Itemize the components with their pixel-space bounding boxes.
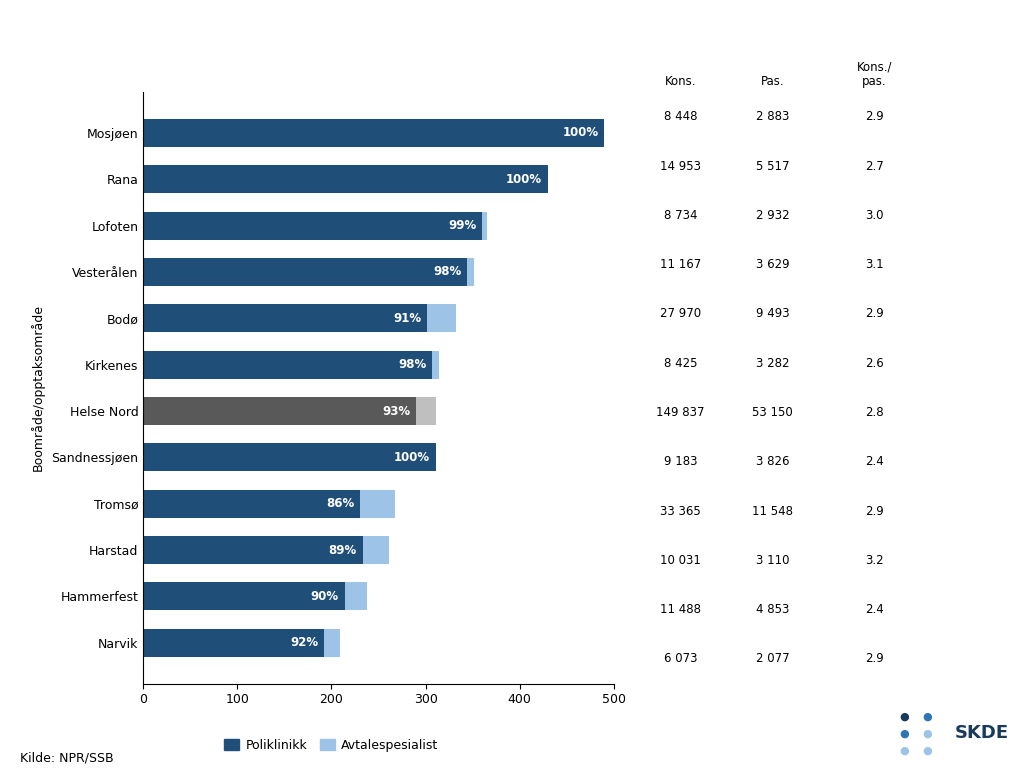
Text: 11 167: 11 167 [660,258,701,271]
Text: 3 629: 3 629 [756,258,789,271]
Text: 9 183: 9 183 [664,455,697,468]
Bar [143,490,360,518]
Text: 10 031: 10 031 [660,554,701,567]
Bar [362,536,389,564]
Text: 53 150: 53 150 [752,406,793,419]
Text: ●: ● [922,728,932,739]
Text: 149 837: 149 837 [656,406,705,419]
Bar [416,397,436,425]
Text: 91%: 91% [394,312,421,325]
Text: 2.9: 2.9 [865,111,884,124]
Text: 8 734: 8 734 [664,209,697,222]
Text: 2 883: 2 883 [756,111,789,124]
Text: 100%: 100% [506,173,542,186]
Text: ●: ● [899,728,909,739]
Text: 27 970: 27 970 [660,307,701,320]
Bar [143,536,362,564]
Bar [360,490,396,518]
Bar [143,582,345,611]
Text: 33 365: 33 365 [660,505,701,518]
Text: 2.8: 2.8 [865,406,884,419]
Text: 90%: 90% [311,590,339,603]
Text: 3.2: 3.2 [865,554,884,567]
Text: 2 077: 2 077 [756,652,789,665]
Text: 2.6: 2.6 [865,356,884,369]
Bar [143,258,466,286]
Text: 2.9: 2.9 [865,652,884,665]
Bar [143,304,428,333]
Bar [428,304,455,333]
Text: 3 826: 3 826 [756,455,789,468]
Legend: Poliklinikk, Avtalespesialist: Poliklinikk, Avtalespesialist [220,734,443,757]
Text: ●: ● [899,745,909,756]
Text: 2.4: 2.4 [865,603,884,616]
Text: ●: ● [922,711,932,722]
Text: Pas.: Pas. [760,75,785,88]
Text: Kilde: NPR/SSB: Kilde: NPR/SSB [20,751,115,764]
Bar [482,212,487,240]
Bar [143,351,432,379]
Text: SKDE: SKDE [954,724,1009,743]
Bar [345,582,367,611]
Text: 8 448: 8 448 [664,111,697,124]
Bar [143,629,324,657]
Y-axis label: Boområde/opptaksområde: Boområde/opptaksområde [31,304,44,472]
Text: 92%: 92% [291,636,318,649]
Bar [143,443,436,472]
Text: 2.9: 2.9 [865,307,884,320]
Text: 86%: 86% [325,497,354,510]
Text: 14 953: 14 953 [660,160,701,173]
Bar [143,165,548,194]
Bar [324,629,340,657]
Text: 11 488: 11 488 [660,603,701,616]
Text: 93%: 93% [383,405,410,418]
Bar [432,351,439,379]
Text: 98%: 98% [398,358,427,371]
Text: 9 493: 9 493 [756,307,789,320]
Bar [143,212,482,240]
Text: 100%: 100% [563,127,598,140]
Text: 99%: 99% [448,219,477,232]
Text: 100%: 100% [394,451,431,464]
Text: ●: ● [899,711,909,722]
Text: 3 110: 3 110 [756,554,789,567]
Text: 3.1: 3.1 [865,258,884,271]
Text: Kons.: Kons. [665,75,696,88]
Text: 11 548: 11 548 [752,505,793,518]
Text: 8 425: 8 425 [664,356,697,369]
Text: 4 853: 4 853 [756,603,789,616]
Bar [466,258,474,286]
Text: 2.7: 2.7 [865,160,884,173]
Text: Kons./
pas.: Kons./ pas. [857,61,892,88]
Text: 3.0: 3.0 [865,209,884,222]
Bar [143,119,605,147]
Text: 98%: 98% [433,266,461,279]
Text: 2 932: 2 932 [756,209,789,222]
Text: 89%: 89% [328,544,357,557]
Text: ●: ● [922,745,932,756]
Text: 3 282: 3 282 [756,356,789,369]
Text: 2.4: 2.4 [865,455,884,468]
Text: 5 517: 5 517 [756,160,789,173]
Text: 2.9: 2.9 [865,505,884,518]
Text: 6 073: 6 073 [664,652,697,665]
Bar [143,397,416,425]
